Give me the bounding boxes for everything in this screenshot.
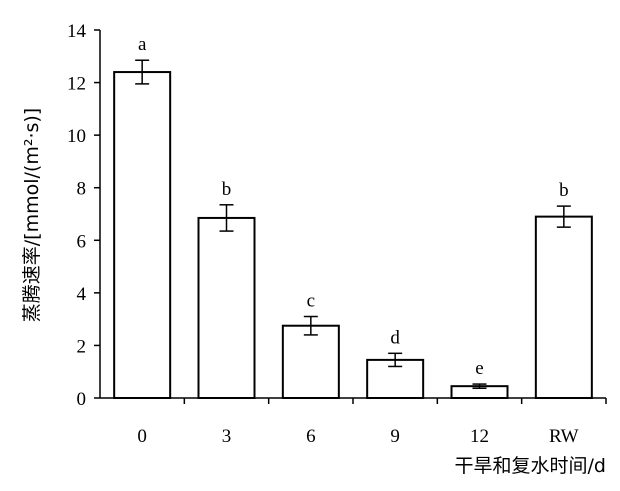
y-tick-label: 6 — [77, 231, 87, 252]
bar — [197, 216, 256, 399]
error-bar — [303, 315, 318, 336]
y-axis-ticks: 0 2 4 6 8 10 12 14 — [67, 21, 100, 410]
y-tick-label: 14 — [67, 21, 87, 42]
significance-letter: b — [559, 180, 569, 201]
y-tick-label: 8 — [77, 179, 87, 200]
y-tick-label: 2 — [77, 336, 87, 357]
bar — [113, 71, 172, 400]
error-bar — [135, 59, 150, 85]
y-tick-label: 10 — [67, 126, 86, 147]
significance-letter: e — [475, 358, 483, 379]
x-tick-label: 6 — [306, 426, 316, 447]
axes — [99, 30, 606, 399]
x-tick-label: 3 — [222, 426, 232, 447]
x-axis-title: 干旱和复水时间/d — [455, 455, 606, 477]
error-bar — [556, 205, 571, 228]
x-tick-label: 12 — [470, 426, 489, 447]
x-tick-label: 0 — [137, 426, 147, 447]
error-bar — [219, 204, 234, 232]
y-tick-label: 0 — [77, 389, 87, 410]
x-tick-label: RW — [549, 426, 579, 447]
error-bars — [135, 59, 571, 390]
significance-letter: d — [390, 327, 400, 348]
significance-letter: c — [307, 291, 315, 312]
y-axis-title: 蒸腾速率/[mmol/(m²·s)] — [21, 108, 43, 322]
y-tick-label: 12 — [67, 74, 86, 95]
error-bar — [388, 352, 403, 368]
significance-letters: a b c d e b — [138, 34, 569, 379]
x-tick-label: 9 — [390, 426, 400, 447]
bar — [281, 324, 340, 400]
significance-letter: b — [222, 179, 232, 200]
y-tick-label: 4 — [77, 284, 87, 305]
significance-letter: a — [138, 34, 147, 55]
x-axis-ticks: 0 3 6 9 12 RW — [137, 398, 607, 447]
bars — [113, 71, 593, 400]
error-bar — [472, 383, 487, 390]
bar — [534, 215, 593, 399]
